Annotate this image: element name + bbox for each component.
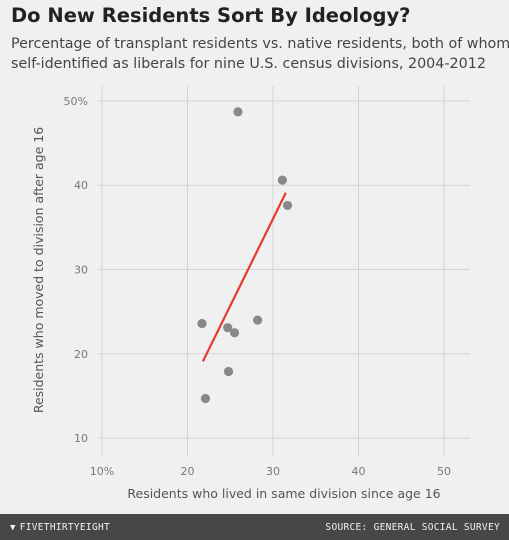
data-point: [253, 315, 263, 325]
x-tick-label: 40: [352, 465, 366, 478]
y-tick-label: 30: [74, 264, 88, 277]
footer-bar: ▼ FIVETHIRTYEIGHT SOURCE: GENERAL SOCIAL …: [0, 514, 509, 540]
x-axis-label: Residents who lived in same division sin…: [127, 486, 440, 501]
data-point: [197, 318, 207, 329]
trend-line-group: [201, 192, 287, 362]
y-tick-label: 50%: [64, 95, 88, 108]
y-tick-label: 10: [74, 432, 88, 445]
brand-logo: ▼ FIVETHIRTYEIGHT: [10, 522, 110, 533]
brand-name: FIVETHIRTYEIGHT: [19, 522, 111, 533]
y-axis-label: Residents who moved to division after ag…: [31, 127, 46, 413]
subtitle-line-2: self-identified as liberals for nine U.S…: [11, 56, 486, 72]
x-tick-label: 10%: [90, 465, 114, 478]
trend-line: [201, 192, 287, 362]
scatter-plot: 10 20 30 40 50% 10% 20 30 40 50 Residents who liv…: [31, 86, 470, 501]
data-point: [277, 175, 288, 185]
data-point: [223, 323, 233, 333]
y-tick-label: 40: [74, 179, 88, 192]
subtitle-line-1: Percentage of transplant residents vs. n…: [11, 36, 509, 52]
y-tick-label: 20: [74, 348, 88, 361]
brand-icon: ▼: [10, 523, 16, 533]
data-point: [233, 107, 243, 117]
chart-subtitle: Percentage of transplant residents vs. n…: [11, 34, 509, 74]
chart-title: Do New Residents Sort By Ideology?: [11, 4, 411, 27]
data-point: [229, 328, 240, 338]
tick-labels: 10 20 30 40 50% 10% 20 30 40 50: [64, 95, 451, 478]
grid-lines: [98, 86, 470, 457]
x-tick-label: 50: [437, 465, 451, 478]
data-point: [200, 393, 211, 404]
source-note: SOURCE: GENERAL SOCIAL SURVEY: [325, 522, 500, 533]
data-point: [282, 200, 293, 211]
x-tick-label: 30: [266, 465, 280, 478]
data-point: [223, 366, 234, 377]
x-tick-label: 20: [181, 465, 195, 478]
data-points: [197, 107, 293, 404]
